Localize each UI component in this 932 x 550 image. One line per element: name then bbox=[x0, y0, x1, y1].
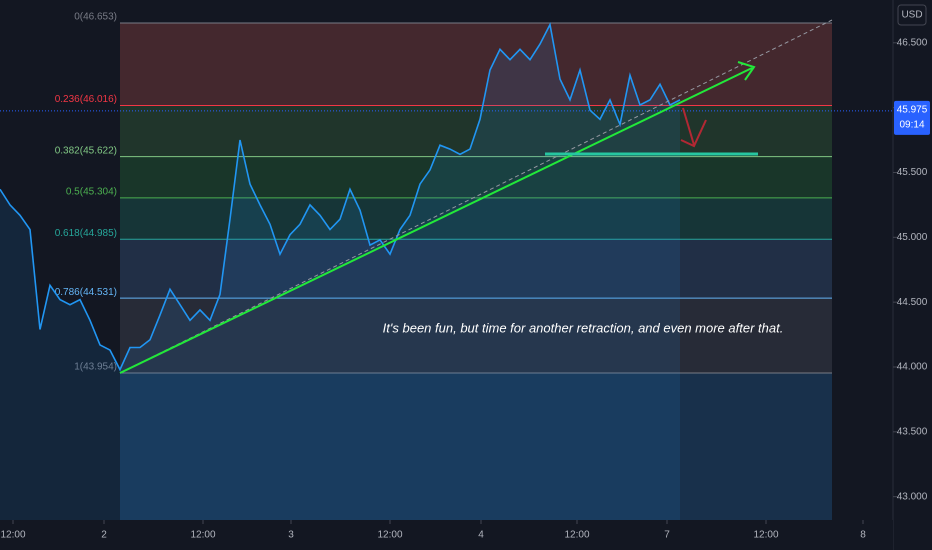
fib-label: 0(46.653) bbox=[74, 12, 117, 23]
x-tick-label: 7 bbox=[664, 530, 670, 541]
x-tick-label: 4 bbox=[478, 530, 484, 541]
x-tick-label: 8 bbox=[860, 530, 866, 541]
fib-zone bbox=[120, 156, 832, 198]
fib-zone bbox=[120, 298, 832, 373]
y-tick-label: 44.000 bbox=[897, 362, 928, 373]
countdown: 09:14 bbox=[899, 120, 924, 131]
y-tick-label: 45.000 bbox=[897, 232, 928, 243]
x-tick-label: 12:00 bbox=[0, 530, 25, 541]
x-tick-label: 12:00 bbox=[564, 530, 589, 541]
last-price-box bbox=[894, 100, 930, 135]
fib-zone bbox=[120, 22, 832, 106]
price-area bbox=[0, 24, 680, 520]
fib-retracement: 0(46.653) 0.236(46.016) 0.382(45.622) 0.5(4… bbox=[55, 12, 832, 520]
y-tick-label: 43.500 bbox=[897, 426, 928, 437]
y-tick-label: 44.500 bbox=[897, 297, 928, 308]
fib-label: 1(43.954) bbox=[74, 362, 117, 373]
fib-label: 0.5(45.304) bbox=[66, 187, 117, 198]
x-tick-label: 3 bbox=[288, 530, 294, 541]
time-axis bbox=[0, 520, 893, 550]
trend-line bbox=[119, 67, 753, 374]
price-line bbox=[0, 22, 681, 372]
fib-label: 0.236(46.016) bbox=[55, 94, 117, 105]
fib-zone bbox=[120, 197, 832, 240]
down-arrow bbox=[680, 107, 707, 148]
fib-label: 0.618(44.985) bbox=[55, 228, 117, 239]
fib-label: 0.786(44.531) bbox=[55, 287, 117, 298]
annotation: It's been fun, but time for another retr… bbox=[383, 320, 784, 335]
price-axis bbox=[893, 0, 932, 550]
fib-zone bbox=[120, 239, 832, 299]
axes: 43.00043.50044.00044.50045.00045.50046.0… bbox=[0, 37, 930, 541]
y-tick-label: 43.000 bbox=[897, 491, 928, 502]
y-tick-label: 46.500 bbox=[897, 37, 928, 48]
x-tick-label: 2 bbox=[101, 530, 107, 541]
y-tick-label: 45.500 bbox=[897, 167, 928, 178]
fib-label: 0.382(45.622) bbox=[55, 145, 117, 156]
currency-box[interactable] bbox=[897, 4, 927, 26]
fib-zone bbox=[120, 372, 832, 520]
x-tick-label: 12:00 bbox=[753, 530, 778, 541]
trend-arrow bbox=[737, 61, 756, 81]
currency: USD bbox=[901, 10, 922, 21]
last-price-label: 45.975 bbox=[897, 105, 928, 116]
x-tick-label: 12:00 bbox=[377, 530, 402, 541]
x-tick-label: 12:00 bbox=[190, 530, 215, 541]
plot bbox=[0, 22, 893, 520]
